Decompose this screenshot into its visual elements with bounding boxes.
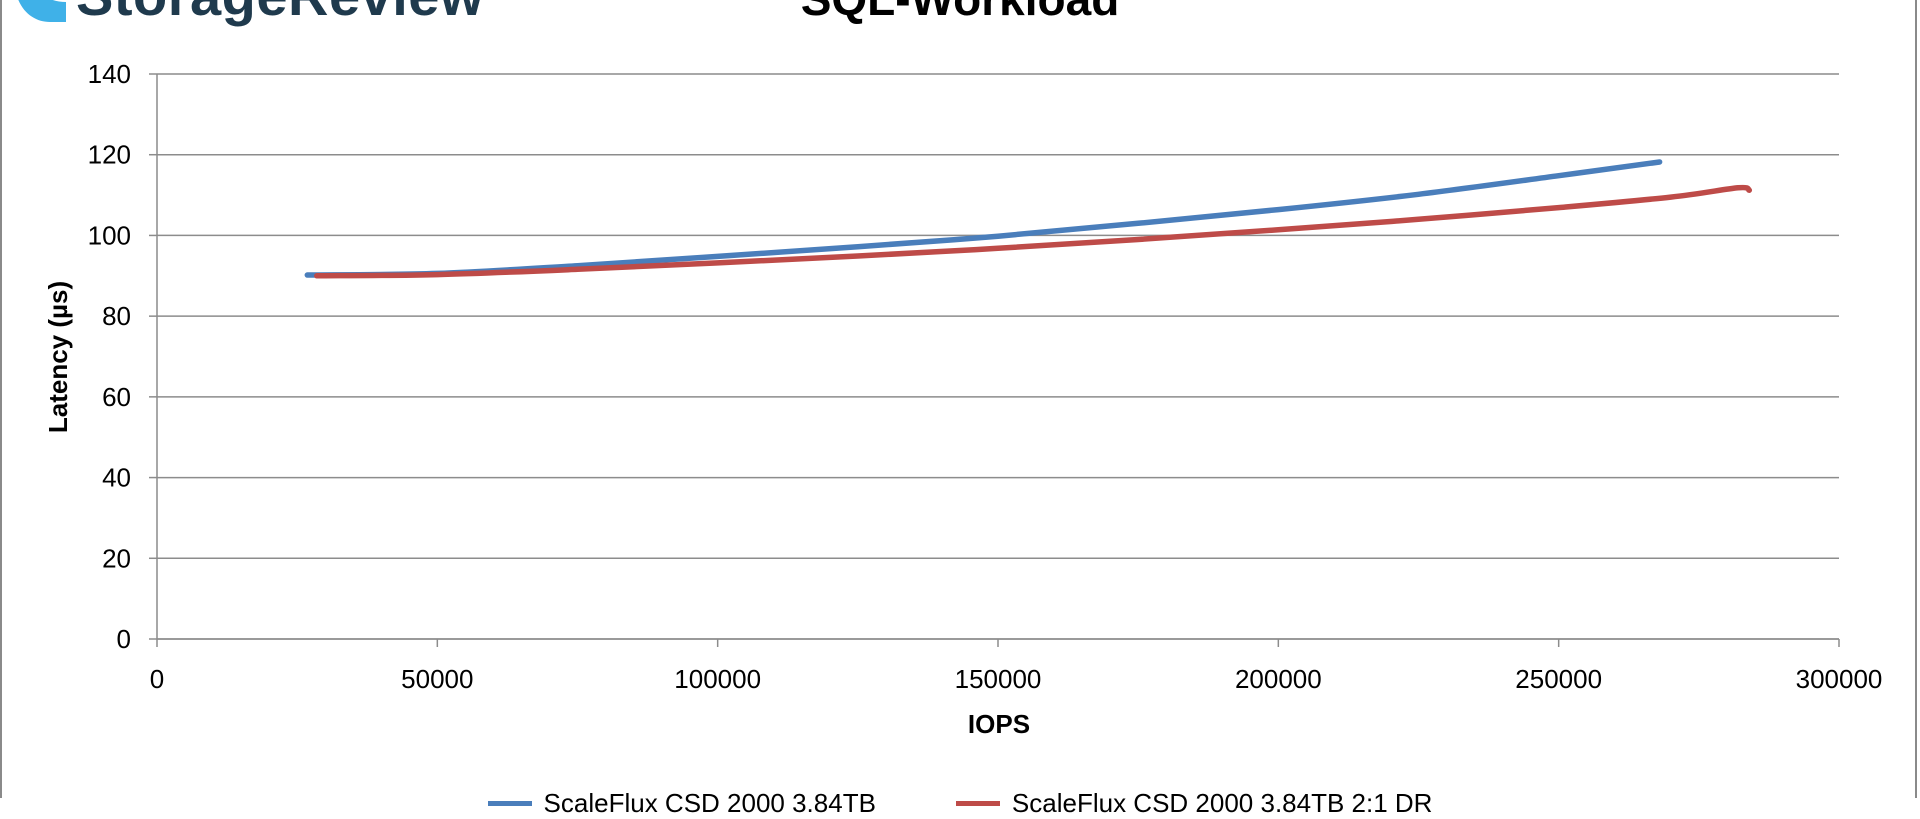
legend-label-series-2: ScaleFlux CSD 2000 3.84TB 2:1 DR xyxy=(1011,788,1433,818)
x-tick-label-1: 50000 xyxy=(401,664,473,694)
storagereview-logo: StorageReview xyxy=(10,0,484,27)
logo-mark-icon xyxy=(18,0,66,22)
legend-label-series-1: ScaleFlux CSD 2000 3.84TB xyxy=(543,788,876,818)
series-line-2 xyxy=(314,184,1753,279)
legend-item-series-1: ScaleFlux CSD 2000 3.84TB xyxy=(487,788,876,819)
y-tick-label-1: 20 xyxy=(102,543,131,573)
chart-frame xyxy=(0,0,1917,798)
x-tick-label-2: 100000 xyxy=(674,664,761,694)
legend: ScaleFlux CSD 2000 3.84TB ScaleFlux CSD … xyxy=(0,788,1920,819)
y-tick-label-3: 60 xyxy=(102,382,131,412)
tick-labels: 0 20 40 60 80 100 120 140 0 50000 100000 150000 2000… xyxy=(88,59,1883,694)
x-tick-label-6: 300000 xyxy=(1796,664,1883,694)
series-layer xyxy=(304,159,1753,279)
x-tick-label-5: 250000 xyxy=(1515,664,1602,694)
x-tick-label-3: 150000 xyxy=(955,664,1042,694)
x-tick-label-0: 0 xyxy=(150,664,164,694)
x-tick-label-4: 200000 xyxy=(1235,664,1322,694)
y-axis-label: Latency (µs) xyxy=(43,281,73,433)
axis-layer xyxy=(149,73,1840,647)
y-tick-label-6: 120 xyxy=(88,140,131,170)
y-tick-label-2: 40 xyxy=(102,463,131,493)
legend-item-series-2: ScaleFlux CSD 2000 3.84TB 2:1 DR xyxy=(955,788,1433,819)
logo-text: StorageReview xyxy=(76,0,484,28)
y-tick-label-0: 0 xyxy=(117,624,131,654)
chart-svg: 0 20 40 60 80 100 120 140 0 50000 100000 150000 2000… xyxy=(43,59,1883,739)
legend-swatch-series-2 xyxy=(955,801,1000,806)
grid-layer xyxy=(157,73,1839,640)
y-tick-label-7: 140 xyxy=(88,59,131,89)
y-tick-label-5: 100 xyxy=(88,220,131,250)
x-axis-label: IOPS xyxy=(968,709,1030,739)
legend-swatch-series-1 xyxy=(487,801,532,806)
y-tick-label-4: 80 xyxy=(102,301,131,331)
chart-title: SQL-Workload xyxy=(0,0,1920,26)
